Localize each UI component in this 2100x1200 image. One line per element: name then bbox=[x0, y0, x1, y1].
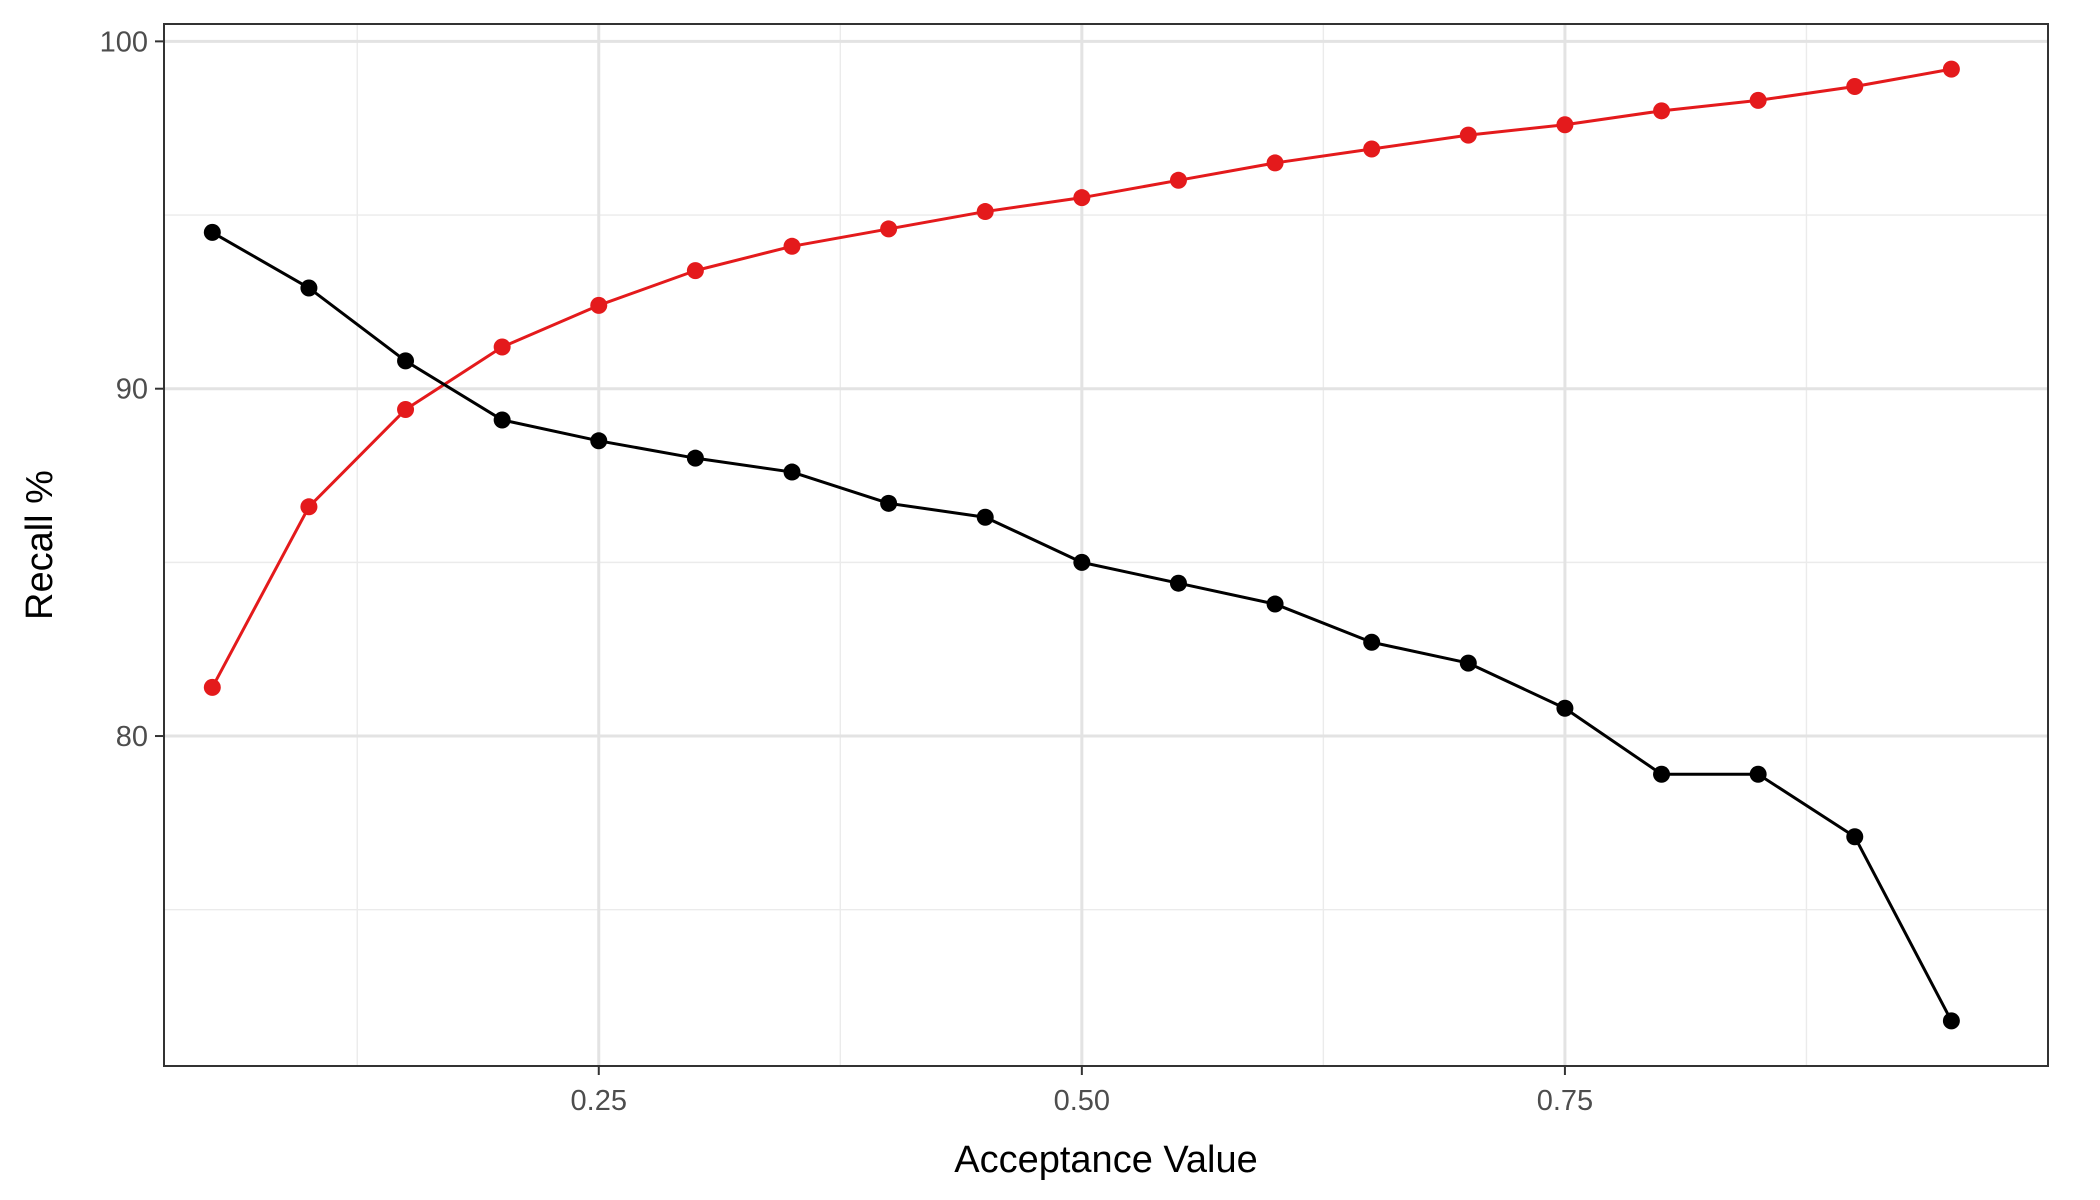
series-1-point bbox=[1266, 154, 1284, 172]
x-axis-title: Acceptance Value bbox=[954, 1139, 1258, 1181]
series-2-point bbox=[783, 463, 801, 481]
y-tick-label: 100 bbox=[100, 26, 148, 58]
series-1-point bbox=[1169, 171, 1187, 189]
series-2-point bbox=[1749, 765, 1767, 783]
series-layer bbox=[203, 60, 1960, 1030]
series-1-point bbox=[1749, 91, 1767, 109]
series-1-point bbox=[1653, 102, 1671, 120]
y-tick-label: 80 bbox=[116, 721, 148, 753]
series-1-point bbox=[300, 498, 318, 516]
series-1-point bbox=[976, 203, 994, 221]
x-tick-label: 0.25 bbox=[571, 1085, 627, 1117]
y-axis-title: Recall % bbox=[19, 470, 61, 620]
series-2-point bbox=[1266, 595, 1284, 613]
x-axis-ticks: 0.25 0.50 0.75 bbox=[571, 1066, 1593, 1117]
series-1-point bbox=[1459, 126, 1477, 144]
series-1-point bbox=[1073, 189, 1091, 207]
series-2-point bbox=[686, 449, 704, 467]
series-2-point bbox=[1556, 699, 1574, 717]
y-tick-label: 90 bbox=[116, 374, 148, 406]
series-2-point bbox=[1846, 828, 1864, 846]
series-1-point bbox=[1556, 116, 1574, 134]
series-2-point bbox=[1459, 654, 1477, 672]
series-2-point bbox=[1073, 553, 1091, 571]
minor-gridlines bbox=[164, 24, 2048, 1066]
series-1-point bbox=[1846, 78, 1864, 96]
series-1-point bbox=[397, 401, 415, 419]
series-2-point bbox=[590, 432, 608, 450]
series-2-point bbox=[397, 352, 415, 370]
series-2-point bbox=[880, 494, 898, 512]
series-1-point bbox=[203, 678, 221, 696]
series-2-point bbox=[1363, 633, 1381, 651]
plot-background bbox=[164, 24, 2048, 1066]
series-2-point bbox=[976, 508, 994, 526]
series-1-point bbox=[1942, 60, 1960, 78]
y-axis-ticks: 80 90 100 bbox=[100, 26, 164, 753]
x-tick-label: 0.75 bbox=[1537, 1085, 1593, 1117]
x-tick-label: 0.50 bbox=[1054, 1085, 1110, 1117]
series-1-point bbox=[783, 237, 801, 255]
series-1-point bbox=[590, 296, 608, 314]
series-1-point bbox=[686, 262, 704, 280]
series-1-point bbox=[1363, 140, 1381, 158]
series-2-point bbox=[1653, 765, 1671, 783]
series-2-point bbox=[300, 279, 318, 297]
series-1-point bbox=[493, 338, 511, 356]
series-1-point bbox=[880, 220, 898, 238]
series-2-point bbox=[1942, 1012, 1960, 1030]
series-2-point bbox=[1169, 574, 1187, 592]
series-2-point bbox=[203, 223, 221, 241]
plot-border bbox=[163, 23, 2049, 1067]
series-2-point bbox=[493, 411, 511, 429]
